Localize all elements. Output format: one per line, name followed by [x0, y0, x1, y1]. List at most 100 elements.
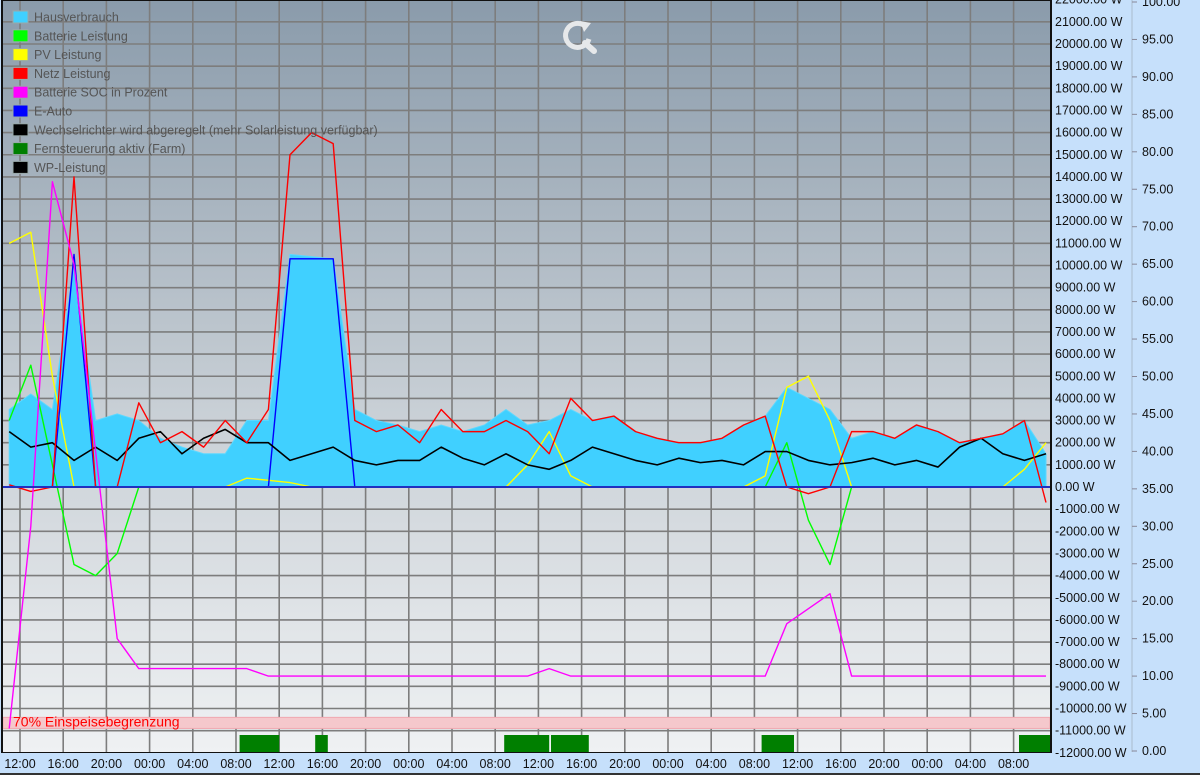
y-tick-label: -12000.00 W [1055, 746, 1127, 760]
y-right-tick-label: 5.00 [1142, 707, 1166, 721]
x-tick-label: 04:00 [177, 757, 208, 771]
y-right-tick-label: 15.00 [1142, 632, 1173, 646]
x-tick-label: 08:00 [739, 757, 770, 771]
x-tick-label: 00:00 [134, 757, 165, 771]
x-tick-label: 16:00 [566, 757, 597, 771]
y-tick-label: 7000.00 W [1055, 325, 1116, 339]
legend-item[interactable]: Netz Leistung [12, 66, 110, 81]
fernsteuerung-bars [239, 735, 1050, 752]
fernsteuerung-bar [551, 735, 589, 752]
legend-swatch [12, 48, 29, 62]
y-tick-label: -8000.00 W [1055, 657, 1120, 671]
legend-swatch [12, 66, 29, 80]
y-tick-label: 22000.00 W [1055, 0, 1123, 7]
y-right-tick-label: 25.00 [1142, 557, 1173, 571]
legend-swatch [12, 104, 29, 118]
y-tick-label: -4000.00 W [1055, 569, 1120, 583]
y-right-tick-label: 30.00 [1142, 519, 1173, 533]
y-tick-label: -6000.00 W [1055, 613, 1120, 627]
x-tick-label: 04:00 [955, 757, 986, 771]
fernsteuerung-bar [504, 735, 550, 752]
x-tick-label: 12:00 [4, 757, 35, 771]
y-right-tick-label: 55.00 [1142, 332, 1173, 346]
y-tick-label: 14000.00 W [1055, 170, 1123, 184]
legend: Hausverbrauch Batterie Leistung PV Leistun… [12, 10, 378, 175]
legend-item[interactable]: Fernsteuerung aktiv (Farm) [12, 142, 185, 156]
y-tick-label: 3000.00 W [1055, 414, 1116, 428]
y-tick-label: 5000.00 W [1055, 369, 1116, 383]
x-tick-label: 20:00 [91, 757, 122, 771]
legend-label: WP-Leistung [34, 161, 106, 175]
legend-item[interactable]: Batterie SOC in Prozent [12, 85, 168, 100]
y-right-tick-label: 75.00 [1142, 182, 1173, 196]
fernsteuerung-bar [239, 735, 280, 752]
y-right-tick-label: 80.00 [1142, 145, 1173, 159]
y-tick-label: 2000.00 W [1055, 436, 1116, 450]
legend-item[interactable]: Batterie Leistung [12, 29, 128, 43]
y-right-tick-label: 95.00 [1142, 32, 1173, 46]
y-tick-label: 8000.00 W [1055, 303, 1116, 317]
y-tick-label: -7000.00 W [1055, 635, 1120, 649]
y-tick-label: 20000.00 W [1055, 37, 1123, 51]
legend-label: Wechselrichter wird abgeregelt (mehr Sol… [34, 123, 378, 137]
legend-item[interactable]: PV Leistung [12, 48, 101, 62]
legend-item[interactable]: WP-Leistung [12, 160, 106, 175]
legend-label: E-Auto [34, 105, 72, 119]
y-right-tick-label: 45.00 [1142, 407, 1173, 421]
legend-label: Batterie SOC in Prozent [34, 86, 168, 100]
y-tick-label: 6000.00 W [1055, 347, 1116, 361]
y-tick-label: -11000.00 W [1055, 724, 1126, 738]
series-layer [3, 131, 1050, 729]
fernsteuerung-bar [315, 735, 328, 752]
fernsteuerung-bar [1019, 735, 1050, 752]
legend-swatch [12, 160, 29, 174]
y-tick-label: -5000.00 W [1055, 591, 1120, 605]
y-right-tick-label: 70.00 [1142, 220, 1173, 234]
y-tick-label: 18000.00 W [1055, 81, 1123, 95]
y-tick-label: 4000.00 W [1055, 391, 1116, 405]
y-tick-label: -10000.00 W [1055, 702, 1127, 716]
x-tick-label: 16:00 [825, 757, 856, 771]
y-tick-label: 21000.00 W [1055, 15, 1123, 29]
y-axis-percent: 100.00 95.00 90.00 85.00 80.00 75.00 70.00 65.0… [1132, 0, 1180, 758]
y-right-tick-label: 40.00 [1142, 444, 1173, 458]
x-tick-label: 00:00 [912, 757, 943, 771]
legend-label: Netz Leistung [34, 67, 110, 81]
y-tick-label: 1000.00 W [1055, 458, 1116, 472]
legend-swatch [12, 29, 29, 43]
legend-swatch [12, 85, 29, 99]
y-right-tick-label: 50.00 [1142, 370, 1173, 384]
legend-item[interactable]: E-Auto [12, 104, 72, 119]
x-axis: 12:00 16:00 20:00 00:00 04:00 08:00 12:00 16:00… [4, 757, 1029, 771]
legend-item[interactable]: Wechselrichter wird abgeregelt (mehr Sol… [12, 123, 378, 137]
legend-label: PV Leistung [34, 48, 101, 62]
x-tick-label: 08:00 [220, 757, 251, 771]
y-tick-label: -1000.00 W [1055, 502, 1120, 516]
x-tick-label: 12:00 [523, 757, 554, 771]
legend-item[interactable]: Hausverbrauch [12, 10, 119, 25]
y-right-tick-label: 0.00 [1142, 744, 1166, 758]
x-tick-label: 04:00 [436, 757, 467, 771]
x-tick-label: 20:00 [350, 757, 381, 771]
x-tick-label: 12:00 [264, 757, 295, 771]
y-tick-label: -2000.00 W [1055, 524, 1120, 538]
batterie-soc-in-prozent-series [8, 181, 1046, 729]
zoom-reset-icon[interactable] [563, 20, 597, 54]
x-axis-band [0, 753, 1200, 775]
y-right-tick-label: 35.00 [1142, 482, 1173, 496]
x-tick-label: 12:00 [782, 757, 813, 771]
x-tick-label: 04:00 [696, 757, 727, 771]
x-tick-label: 16:00 [307, 757, 338, 771]
y-right-tick-label: 60.00 [1142, 295, 1173, 309]
x-tick-label: 08:00 [480, 757, 511, 771]
y-axis-watts: 22000.00 W 21000.00 W 20000.00 W 19000.00 W… [1055, 0, 1127, 760]
y-tick-label: 19000.00 W [1055, 59, 1123, 73]
y-tick-label: -3000.00 W [1055, 546, 1120, 560]
x-tick-label: 08:00 [998, 757, 1029, 771]
y-right-tick-label: 90.00 [1142, 70, 1173, 84]
y-right-tick-label: 85.00 [1142, 107, 1173, 121]
y-right-tick-label: 20.00 [1142, 594, 1173, 608]
y-right-tick-label: 100.00 [1142, 0, 1180, 9]
netz-leistung-series [8, 131, 1047, 503]
